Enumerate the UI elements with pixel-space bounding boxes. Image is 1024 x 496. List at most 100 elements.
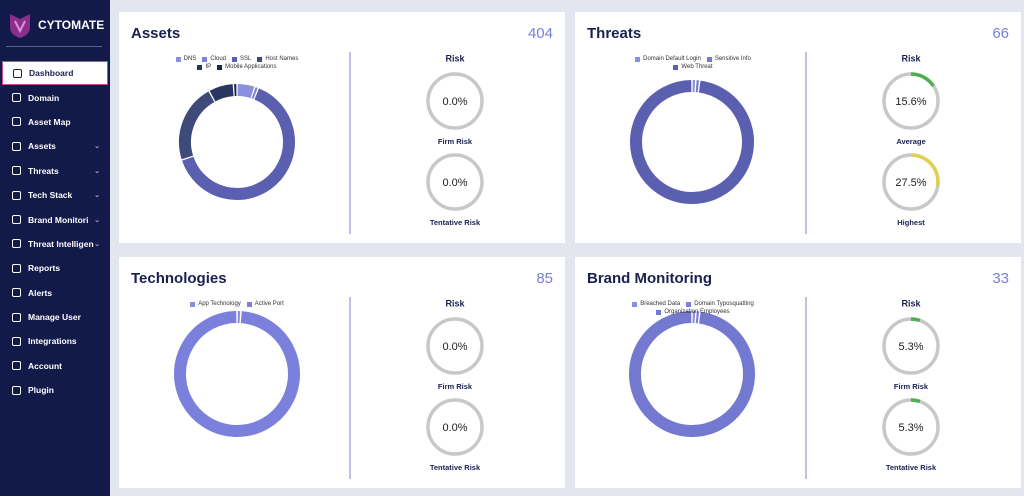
legend-swatch bbox=[246, 301, 252, 307]
menu-icon bbox=[12, 288, 21, 298]
card-graphics: Technologies 85 Risk 0.0% Firm Risk 0.0% Tenta… bbox=[131, 270, 553, 479]
menu-icon bbox=[12, 239, 21, 249]
menu-item[interactable]: Reports bbox=[0, 256, 110, 280]
card-title: Threats bbox=[587, 25, 641, 42]
menu-label: Threats bbox=[28, 165, 59, 176]
legend-swatch bbox=[197, 64, 203, 70]
menu-icon bbox=[12, 141, 21, 151]
menu-item[interactable]: Asset Map bbox=[0, 110, 110, 134]
gauge-value: 0.0% bbox=[442, 341, 467, 353]
chevron: ⌄ bbox=[94, 143, 100, 151]
legend-label: Active Port bbox=[254, 301, 284, 307]
legend-label: Mobile Applications bbox=[225, 64, 277, 70]
menu-item[interactable]: Manage User bbox=[0, 305, 110, 329]
menu-icon bbox=[12, 263, 21, 273]
legend-label: Host Names bbox=[265, 56, 299, 62]
menu-item[interactable]: Assets ⌄ bbox=[0, 134, 110, 158]
donut-segment bbox=[630, 80, 754, 204]
card-total: 66 bbox=[992, 25, 1009, 42]
menu-label: Plugin bbox=[28, 385, 54, 396]
donut-segment bbox=[237, 84, 255, 99]
donut-segment bbox=[251, 87, 258, 100]
menu-label: Reports bbox=[28, 263, 61, 274]
brand: CYTOMATE bbox=[8, 10, 104, 40]
menu-label: Tech Stack bbox=[28, 190, 73, 201]
menu-item[interactable]: Threats ⌄ bbox=[0, 159, 110, 183]
menu-label: Asset Map bbox=[28, 116, 71, 127]
legend-item: Cloud bbox=[202, 56, 226, 62]
menu-label: Integrations bbox=[28, 336, 77, 347]
legend-swatch bbox=[686, 301, 692, 307]
menu-item[interactable]: Dashboard bbox=[2, 61, 108, 86]
card: Technologies 85 Risk 0.0% Firm Risk 0.0% Tenta… bbox=[119, 257, 565, 488]
card: Threats 66 Risk 15.6% Average 27.5% Highest Dom… bbox=[575, 12, 1021, 243]
menu-icon bbox=[13, 68, 22, 78]
card: Assets 404 Risk 0.0% Firm Risk 0.0% Tentative … bbox=[119, 12, 565, 243]
logo bbox=[10, 14, 30, 38]
menu-item[interactable]: Tech Stack ⌄ bbox=[0, 183, 110, 207]
legend-label: SSL bbox=[240, 56, 252, 62]
menu-label: Manage User bbox=[28, 312, 81, 323]
menu-icon bbox=[12, 117, 21, 127]
gauge-value: 5.3% bbox=[898, 422, 923, 434]
menu-item[interactable]: Account bbox=[0, 354, 110, 378]
menu-item[interactable]: Alerts bbox=[0, 281, 110, 305]
legend-swatch bbox=[232, 56, 237, 62]
menu-icon bbox=[12, 385, 21, 395]
legend-label: Web Threat bbox=[681, 64, 713, 70]
gauge-arc bbox=[910, 398, 921, 404]
risk-title: Risk bbox=[901, 53, 921, 63]
menu-item[interactable]: Plugin bbox=[0, 378, 110, 402]
gauge-track bbox=[426, 72, 484, 130]
menu-item[interactable]: Integrations bbox=[0, 329, 110, 353]
legend-label: IP bbox=[205, 64, 212, 70]
legend-swatch bbox=[190, 301, 196, 307]
gauge-label: Tentative Risk bbox=[430, 218, 481, 227]
legend-swatch bbox=[673, 64, 679, 70]
legend-item: Domain Typosquatting bbox=[686, 301, 754, 307]
legend-item: Organization Employees bbox=[656, 309, 730, 315]
legend-swatch bbox=[706, 56, 712, 62]
card-total: 85 bbox=[536, 270, 553, 287]
risk-title: Risk bbox=[445, 53, 465, 63]
legend-item: SSL bbox=[232, 56, 251, 62]
legend-item: Sensitive Info bbox=[706, 56, 751, 62]
donut-segment bbox=[209, 84, 234, 102]
card-title: Assets bbox=[131, 25, 180, 42]
legend-label: DNS bbox=[183, 56, 197, 62]
gauge-value: 0.0% bbox=[442, 422, 467, 434]
card-graphics: Assets 404 Risk 0.0% Firm Risk 0.0% Tentative … bbox=[131, 25, 553, 234]
legend-swatch bbox=[656, 309, 662, 315]
legend-item: Web Threat bbox=[673, 64, 713, 70]
legend-item: IP bbox=[197, 64, 211, 70]
legend-label: Domain Default Login bbox=[643, 56, 701, 62]
gauge-label: Firm Risk bbox=[438, 382, 473, 391]
menu-item[interactable]: Threat Intelligen ⌄ bbox=[0, 232, 110, 256]
legend-swatch bbox=[257, 56, 263, 62]
gauge-label: Highest bbox=[897, 218, 925, 227]
legend-label: Breached Data bbox=[640, 301, 681, 307]
legend-swatch bbox=[632, 301, 638, 307]
menu-item[interactable]: Brand Monitori ⌄ bbox=[0, 207, 110, 231]
gauge-label: Firm Risk bbox=[894, 382, 929, 391]
menu-label: Brand Monitori bbox=[28, 214, 89, 225]
card-title: Technologies bbox=[131, 270, 227, 287]
sidebar: CYTOMATE Dashboard Domain Asset Map Assets ⌄… bbox=[0, 0, 110, 496]
menu-icon bbox=[12, 166, 21, 176]
card-total: 33 bbox=[992, 270, 1009, 287]
legend-label: Sensitive Info bbox=[714, 56, 751, 62]
chevron: ⌄ bbox=[94, 167, 100, 175]
gauge-label: Firm Risk bbox=[438, 137, 473, 146]
gauge-value: 15.6% bbox=[895, 96, 926, 108]
menu-item[interactable]: Domain bbox=[0, 85, 110, 109]
gauge-arc bbox=[910, 72, 935, 88]
legend-item: Breached Data bbox=[632, 301, 680, 307]
legend-item: Active Port bbox=[246, 301, 284, 307]
menu-icon bbox=[12, 312, 21, 322]
legend-label: App Technology bbox=[198, 301, 241, 307]
gauge-arc bbox=[910, 153, 940, 187]
legend: Domain Default Login Sensitive Info Web Th… bbox=[623, 56, 763, 70]
gauge-value: 0.0% bbox=[442, 96, 467, 108]
legend-swatch bbox=[202, 56, 208, 62]
legend: DNS Cloud SSL Host Names IP Mobile Applicatio… bbox=[167, 56, 307, 70]
